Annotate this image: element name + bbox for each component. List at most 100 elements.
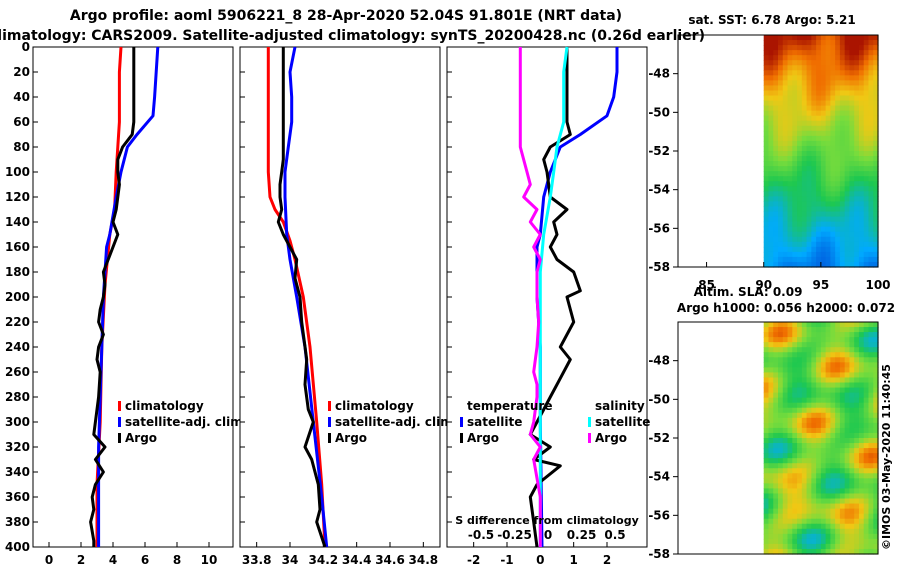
heatmap-cell [763, 241, 770, 248]
heatmap-cell [868, 236, 874, 243]
heatmap-cell [806, 246, 812, 253]
heatmap-cell [801, 90, 808, 97]
x-tick-label: 0 [536, 553, 544, 567]
heatmap-cell [858, 508, 865, 515]
heatmap-cell [868, 256, 874, 263]
heatmap-cell [792, 151, 798, 157]
heatmap-cell [782, 412, 789, 419]
series-satellite-adj-clim- [283, 46, 329, 548]
heatmap-cell [792, 75, 798, 81]
heatmap-cell [763, 201, 770, 208]
heatmap-cell [816, 196, 822, 203]
heatmap-cell [849, 352, 855, 358]
heatmap-cell [792, 443, 798, 449]
heatmap-cell [854, 65, 860, 71]
sst-heatmap [763, 35, 879, 268]
heatmap-cell [811, 176, 817, 182]
sst-map-title: sat. SST: 6.78 Argo: 5.21 [688, 13, 855, 27]
heatmap-cell [858, 488, 865, 495]
heatmap-cell [849, 488, 855, 495]
heatmap-cell [863, 70, 870, 76]
heatmap-cell [820, 392, 827, 399]
heatmap-cell [787, 120, 793, 127]
heatmap-cell [778, 473, 784, 479]
heatmap-cell [835, 362, 841, 368]
heatmap-cell [835, 80, 841, 87]
heatmap-cell [797, 236, 803, 243]
heatmap-cell [801, 151, 808, 157]
temperature-axis: 0 2 4 6 8 10 [45, 542, 217, 567]
heatmap-cell [868, 140, 874, 147]
heatmap-cell [768, 50, 774, 56]
heatmap-cell [806, 156, 812, 162]
heatmap-cell [787, 70, 793, 76]
lat-tick-label: -56 [648, 508, 670, 522]
heatmap-cell [820, 196, 827, 203]
heatmap-cell [820, 458, 827, 464]
heatmap-cell [820, 65, 827, 71]
heatmap-cell [825, 226, 831, 233]
heatmap-cell [858, 342, 865, 348]
heatmap-cell [773, 251, 779, 258]
heatmap-cell [773, 211, 779, 218]
heatmap-cell [816, 166, 822, 172]
heatmap-cell [820, 156, 827, 162]
heatmap-cell [849, 145, 855, 152]
heatmap-cell [797, 50, 803, 56]
heatmap-cell [763, 246, 770, 253]
heatmap-cell [782, 65, 789, 71]
heatmap-cell [778, 50, 784, 56]
heatmap-cell [801, 85, 808, 92]
x-tick-label: 0 [45, 553, 53, 567]
heatmap-cell [854, 458, 860, 464]
heatmap-cell [768, 45, 774, 51]
heatmap-cell [778, 372, 784, 379]
heatmap-cell [844, 548, 851, 555]
heatmap-cell [816, 367, 822, 374]
heatmap-cell [811, 422, 817, 429]
heatmap-cell [873, 261, 879, 268]
heatmap-cell [849, 468, 855, 474]
heatmap-cell [844, 432, 851, 439]
heatmap-cell [773, 397, 779, 404]
heatmap-cell [768, 176, 774, 182]
heatmap-cell [811, 523, 817, 530]
heatmap-cell [825, 161, 831, 167]
heatmap-cell [873, 493, 879, 500]
heatmap-cell [816, 176, 822, 182]
heatmap-cell [873, 533, 879, 540]
heatmap-cell [811, 171, 817, 177]
heatmap-cell [854, 60, 860, 66]
heatmap-cell [830, 468, 836, 474]
heatmap-cell [782, 110, 789, 117]
heatmap-cell [806, 45, 812, 51]
heatmap-cell [820, 432, 827, 439]
heatmap-cell [830, 412, 836, 419]
x-tick-label: 34 [282, 553, 299, 567]
heatmap-cell [849, 115, 855, 122]
heatmap-cell [868, 332, 874, 338]
heatmap-cell [773, 130, 779, 137]
heatmap-cell [858, 372, 865, 379]
heatmap-cell [801, 548, 808, 555]
heatmap-cell [854, 50, 860, 56]
heatmap-cell [782, 483, 789, 490]
heatmap-cell [849, 191, 855, 197]
heatmap-cell [835, 493, 841, 500]
heatmap-cell [763, 443, 770, 449]
heatmap-cell [873, 161, 879, 167]
heatmap-cell [778, 538, 784, 545]
heatmap-cell [835, 125, 841, 132]
heatmap-cell [797, 528, 803, 535]
heatmap-cell [778, 322, 784, 328]
heatmap-cell [768, 85, 774, 92]
heatmap-cell [763, 533, 770, 540]
heatmap-cell [849, 241, 855, 248]
salinity-difference-tick-label: 0 [544, 528, 552, 542]
series-temperature-argo [528, 47, 582, 548]
heatmap-cell [830, 251, 836, 258]
heatmap-cell [854, 130, 860, 137]
heatmap-cell [806, 412, 812, 419]
heatmap-cell [820, 50, 827, 56]
x-tick-label: 1 [569, 553, 577, 567]
